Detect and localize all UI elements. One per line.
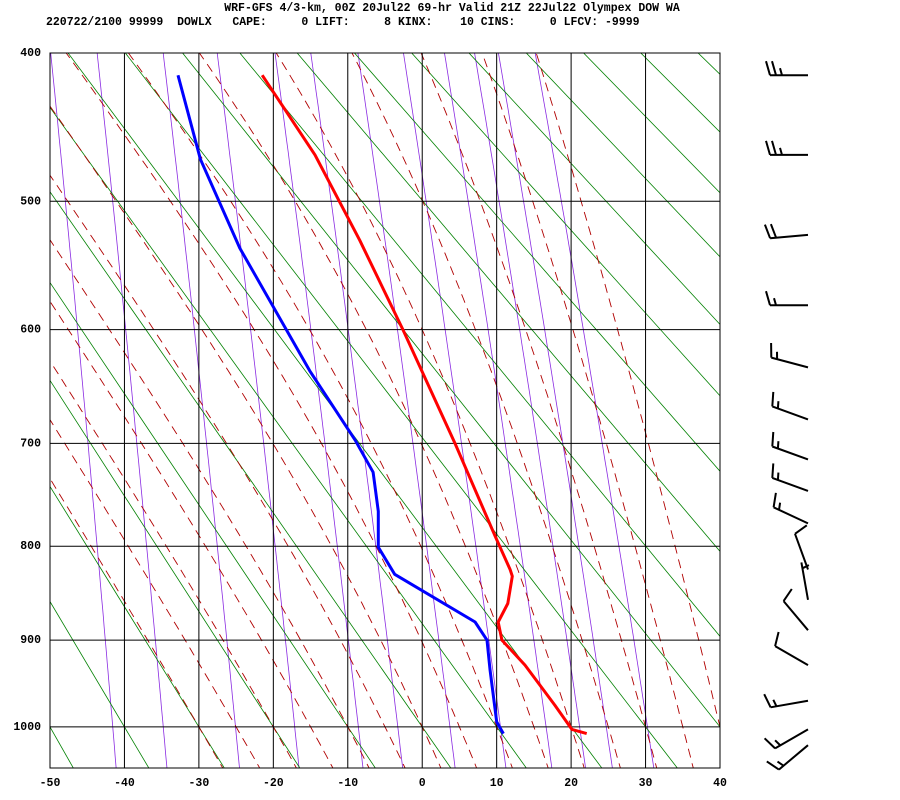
mixing-ratio-line: [444, 53, 553, 768]
y-tick-label: 600: [20, 324, 41, 337]
mixing-ratio-line: [357, 53, 456, 768]
moist-adiabat: [481, 53, 694, 768]
mixing-ratio-line: [310, 53, 404, 768]
mixing-ratio-line: [534, 53, 655, 768]
wind-barb: [770, 342, 809, 369]
x-tick-label: 40: [713, 777, 727, 790]
mixing-ratio-line: [162, 53, 240, 768]
wind-barb: [766, 744, 809, 771]
x-tick-label: -50: [40, 777, 61, 790]
wind-barbs: [763, 60, 810, 771]
dry-adiabat: [468, 53, 720, 326]
dry-adiabat: [353, 53, 720, 472]
dry-adiabat: [296, 53, 720, 552]
wind-barb: [765, 140, 809, 156]
chart-subtitle: 220722/2100 99999 DOWLX CAPE: 0 LIFT: 8 …: [46, 16, 640, 29]
y-tick-label: 500: [20, 195, 41, 208]
dry-adiabat: [50, 106, 527, 768]
wind-barb: [763, 223, 809, 240]
dry-adiabat: [50, 191, 452, 768]
moist-adiabat: [535, 53, 720, 729]
wind-barb: [772, 492, 809, 525]
plot-frame: [49, 52, 721, 769]
dry-adiabat: [50, 485, 225, 768]
x-tick-label: 0: [419, 777, 426, 790]
x-tick-label: -40: [114, 777, 135, 790]
dry-adiabat: [50, 600, 150, 768]
dry-adiabat: [182, 53, 720, 728]
moist-adiabat: [50, 300, 334, 768]
y-tick-label: 800: [20, 540, 41, 553]
mixing-ratio-line: [96, 53, 168, 768]
grid: 400 500 600 700 800 900 1000 -50 -40 -30 -20 -10 0 10…: [13, 47, 727, 790]
wind-barb: [765, 290, 809, 307]
y-tick-label: 1000: [13, 721, 41, 734]
wind-barb: [771, 391, 809, 421]
dry-adiabat: [583, 53, 720, 194]
moist-adiabat: [50, 418, 261, 768]
wind-barb: [800, 562, 810, 600]
profile-line: [260, 74, 588, 736]
x-tick-label: 20: [564, 777, 578, 790]
dry-adiabat: [411, 53, 720, 397]
y-tick-label: 900: [20, 634, 41, 647]
x-tick-label: 10: [490, 777, 504, 790]
mixing-ratio-line: [216, 53, 300, 768]
profiles: [176, 74, 588, 736]
wind-barb: [782, 588, 809, 631]
moist-adiabat: [420, 53, 658, 768]
profile-line: [176, 74, 505, 735]
x-tick-label: -20: [263, 777, 284, 790]
mixing-ratio-line: [274, 53, 364, 768]
dry-adiabat: [525, 53, 720, 258]
dry-adiabat: [239, 53, 720, 638]
x-tick-label: 30: [639, 777, 653, 790]
wind-barb: [771, 463, 809, 492]
y-tick-label: 700: [20, 437, 41, 450]
wind-barb: [794, 524, 809, 570]
wind-barb: [763, 728, 809, 750]
moist-adiabat: [351, 53, 621, 768]
wind-barb: [765, 60, 809, 77]
moist-adiabat: [65, 53, 478, 768]
mixing-ratio-line: [474, 53, 586, 768]
x-tick-label: -30: [189, 777, 210, 790]
moist-adiabat: [198, 53, 549, 768]
mixing-ratio-line: [498, 53, 613, 768]
dry-adiabat: [124, 53, 678, 768]
wind-barb: [771, 431, 809, 461]
dry-adiabat: [50, 281, 376, 768]
moist-adiabat: [50, 105, 442, 768]
reference-lines: [50, 53, 720, 768]
moist-adiabat: [50, 360, 297, 768]
wind-barb: [763, 693, 809, 709]
moist-adiabat: [127, 53, 513, 768]
moist-adiabat: [275, 53, 585, 768]
chart-title: WRF-GFS 4/3-km, 00Z 20Jul22 69-hr Valid …: [224, 2, 680, 15]
y-tick-label: 400: [20, 47, 41, 60]
moist-adiabat: [50, 239, 370, 768]
mixing-ratio-line: [50, 53, 117, 768]
dry-adiabat: [50, 379, 301, 768]
wind-barb: [774, 631, 809, 666]
x-tick-label: -10: [337, 777, 358, 790]
moist-adiabat: [50, 477, 224, 768]
